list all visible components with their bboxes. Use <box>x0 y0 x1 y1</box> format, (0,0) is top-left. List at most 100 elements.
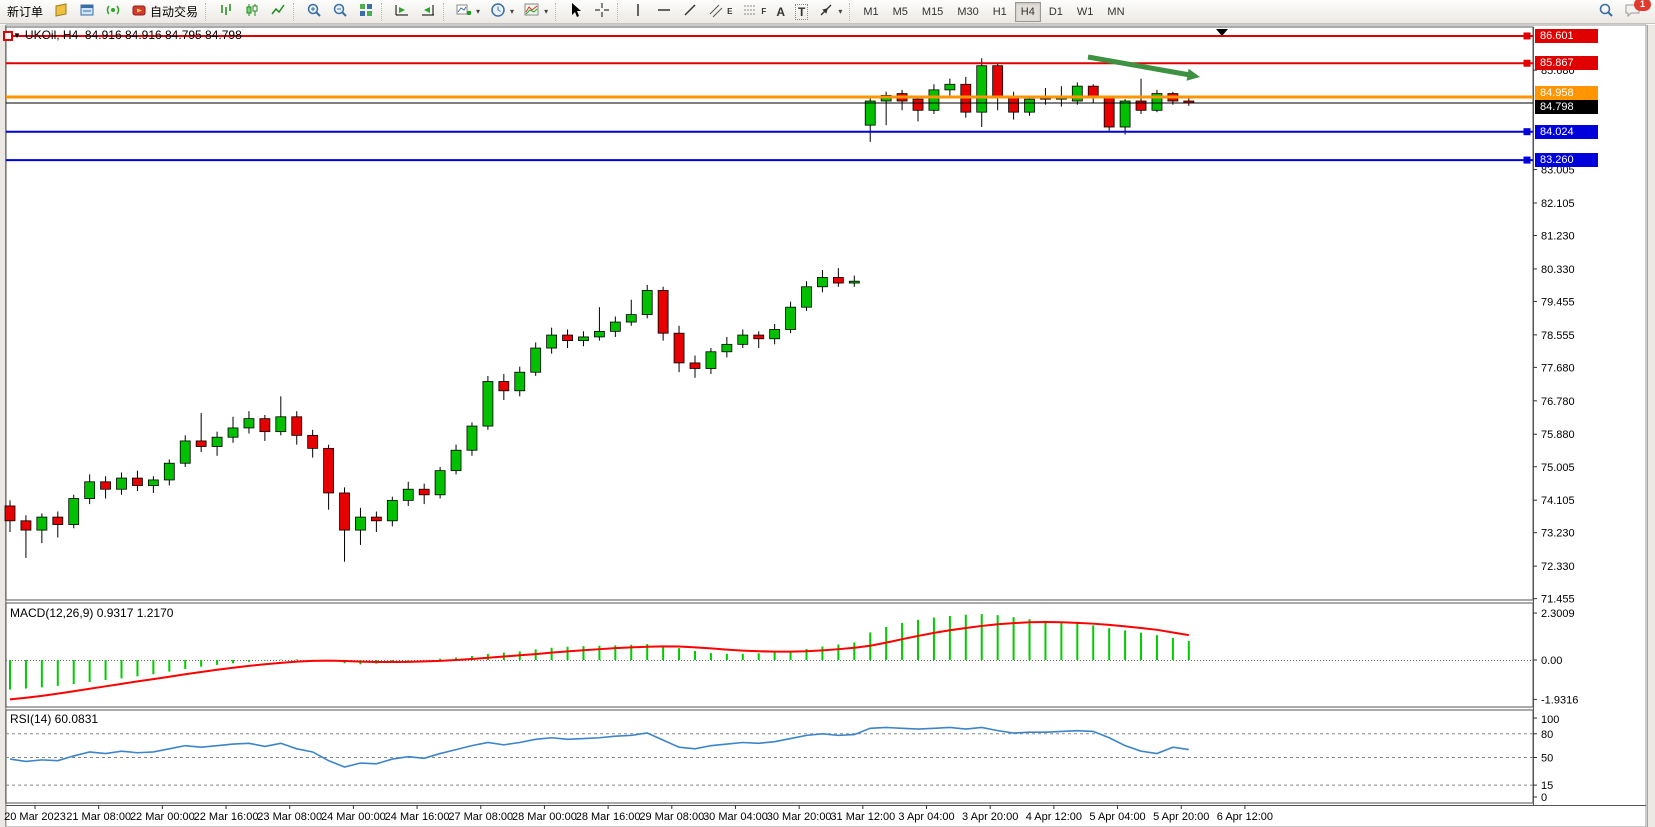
timeframe-button-h4[interactable]: H4 <box>1014 1 1041 22</box>
line-right-handle[interactable] <box>1523 59 1531 67</box>
arrows-tool-button[interactable]: ▾ <box>813 1 847 23</box>
text-tool-button[interactable]: A <box>771 1 790 23</box>
signals-button[interactable] <box>100 1 126 23</box>
candle-bull <box>625 314 637 323</box>
zoom-in-icon <box>306 2 322 21</box>
timeframe-button-d1[interactable]: D1 <box>1048 5 1063 18</box>
candle-bull <box>84 481 96 499</box>
notifications-button[interactable]: 1 <box>1619 0 1651 23</box>
chevron-down-icon: ▾ <box>476 7 481 16</box>
candle-bear <box>657 290 669 334</box>
time-axis-label: 3 Apr 04:00 <box>898 811 954 823</box>
text-label-tool-button[interactable]: T <box>790 1 813 23</box>
price-tick-label: 75.005 <box>1541 462 1575 474</box>
time-axis-label: 24 Mar 00:00 <box>321 811 386 823</box>
candle-bull <box>530 347 542 373</box>
main-chart-pane[interactable] <box>5 26 1534 601</box>
search-icon <box>1598 2 1614 21</box>
add-indicator-button[interactable]: ▾ <box>451 1 485 23</box>
toolbar-separator <box>443 2 449 21</box>
chart-line-button[interactable] <box>265 1 291 23</box>
trend-arrow-object[interactable] <box>1087 54 1191 78</box>
market-watch-icon <box>79 2 95 21</box>
autotrade-icon <box>131 2 147 21</box>
collapse-triangle-icon[interactable]: ▼ <box>13 30 21 40</box>
candle-bear <box>673 332 685 364</box>
channel-letter: E <box>727 7 733 16</box>
price-tick-label: 73.230 <box>1541 528 1575 540</box>
macd-tick-label: 0.00 <box>1541 655 1562 667</box>
chevron-down-icon: ▾ <box>838 7 843 16</box>
price-tick-label: 74.105 <box>1541 495 1575 507</box>
time-axis-label: 29 Mar 08:00 <box>639 811 704 823</box>
macd-tick-label: 2.3009 <box>1541 608 1575 620</box>
timeframe-button-w1[interactable]: W1 <box>1076 5 1094 18</box>
text-tool-icon: A <box>776 4 785 19</box>
search-button[interactable] <box>1593 1 1619 23</box>
crosshair-tool-button[interactable] <box>589 1 615 23</box>
templates-button[interactable]: ▾ <box>519 1 553 23</box>
candle-bull <box>609 321 621 332</box>
macd-pane[interactable] <box>5 602 1534 708</box>
auto-scroll-button[interactable] <box>389 1 415 23</box>
chart-shift-button[interactable] <box>415 1 441 23</box>
line-left-handle[interactable] <box>3 30 13 41</box>
chart-shift-marker[interactable] <box>1216 29 1228 36</box>
timeframe-button-m30[interactable]: M30 <box>957 5 979 18</box>
line-right-handle[interactable] <box>1523 32 1531 40</box>
rsi-pane[interactable] <box>5 709 1534 804</box>
candle-bear <box>259 418 271 433</box>
chart-candles-button[interactable] <box>239 1 265 23</box>
bar-chart-icon <box>218 2 234 21</box>
market-watch-button[interactable] <box>74 1 100 23</box>
vertical-line-icon <box>630 2 646 21</box>
line-right-handle[interactable] <box>1523 156 1531 164</box>
timeframe-button-h1[interactable]: H1 <box>992 5 1007 18</box>
fibonacci-tool-button[interactable]: F <box>737 1 771 23</box>
trendline-icon <box>682 2 698 21</box>
periods-button[interactable]: ▾ <box>485 1 519 23</box>
hline-price-tag: 86.601 <box>1535 28 1598 43</box>
candle-bull <box>179 440 191 464</box>
zoom-out-button[interactable] <box>327 1 353 23</box>
horizontal-line-tool-button[interactable] <box>651 1 677 23</box>
chart-window-button[interactable] <box>48 1 74 23</box>
crosshair-icon <box>594 2 610 21</box>
toolbar-separator <box>555 2 561 21</box>
new-order-button[interactable]: 新订单 <box>2 1 48 23</box>
time-axis-label: 30 Mar 20:00 <box>767 811 832 823</box>
zoom-in-button[interactable] <box>301 1 327 23</box>
candle-bear <box>20 520 32 531</box>
timeframe-button-m1[interactable]: M1 <box>863 5 879 18</box>
time-axis-label: 22 Mar 00:00 <box>130 811 195 823</box>
price-tick-label: 76.780 <box>1541 396 1575 408</box>
chart-bars-button[interactable] <box>213 1 239 23</box>
candle-bear <box>1103 96 1115 128</box>
price-tick-label: 75.880 <box>1541 429 1575 441</box>
candle-bear <box>4 505 16 522</box>
price-tick-label: 81.230 <box>1541 230 1575 242</box>
candle-bear <box>1008 96 1019 113</box>
timeframe-button-m5[interactable]: M5 <box>892 5 908 18</box>
autotrade-button[interactable]: 自动交易 <box>126 1 203 23</box>
timeframe-button-mn[interactable]: MN <box>1107 5 1125 18</box>
timeframe-button-m15[interactable]: M15 <box>921 5 944 18</box>
line-right-handle[interactable] <box>1523 128 1531 136</box>
candle-bull <box>801 286 812 308</box>
vertical-line-tool-button[interactable] <box>625 1 651 23</box>
chart-window-icon <box>53 2 69 21</box>
time-axis-label: 21 Mar 08:00 <box>66 811 131 823</box>
tile-windows-button[interactable] <box>353 1 379 23</box>
toolbar-separator <box>205 2 211 21</box>
time-axis-label: 30 Mar 04:00 <box>703 811 768 823</box>
time-axis-label: 5 Apr 20:00 <box>1153 811 1209 823</box>
add-indicator-icon <box>456 2 472 21</box>
trendline-tool-button[interactable] <box>677 1 703 23</box>
channel-tool-button[interactable]: E <box>703 1 737 23</box>
cursor-tool-button[interactable] <box>563 1 589 23</box>
candle-bull <box>402 488 414 501</box>
candle-bull <box>275 416 287 433</box>
price-tick-label: 71.455 <box>1541 594 1575 606</box>
candle-bull <box>785 306 796 330</box>
